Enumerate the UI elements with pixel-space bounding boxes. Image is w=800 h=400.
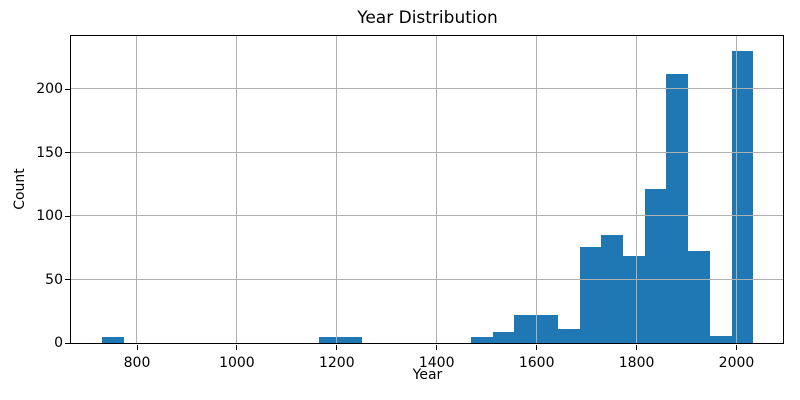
x-gridline [136,35,137,343]
x-tick-mark [436,344,438,350]
y-tick-label: 50 [45,271,63,288]
x-tick-mark [336,344,338,350]
x-tick-label: 1800 [618,355,655,371]
y-tick-label: 200 [36,81,63,98]
x-tick-mark [636,344,638,350]
y-tick-mark [64,279,70,281]
histogram-bar [731,50,753,343]
histogram-bar [709,336,732,343]
y-gridline [70,151,783,153]
x-tick-mark [736,344,737,350]
histogram-bar [601,234,624,343]
x-tick-label: 1200 [318,355,355,371]
y-tick-mark [64,342,70,344]
x-tick-label: 1000 [219,355,255,371]
histogram-bar [471,337,493,343]
histogram-bar [666,73,689,343]
x-tick-mark [136,344,138,350]
histogram-bar [623,256,645,343]
histogram-bar [688,251,710,343]
histogram-bar [514,314,537,343]
y-tick-mark [64,215,70,217]
y-tick-label: 100 [36,208,63,225]
histogram-bar [319,337,341,343]
y-tick-label: 0 [54,335,63,351]
x-tick-label: 1400 [418,355,455,371]
y-gridline [70,215,783,217]
histogram-bar [536,314,558,343]
plot-area [69,34,784,344]
x-tick-label: 800 [123,355,151,371]
x-gridline [535,35,537,343]
x-tick-mark [536,344,538,350]
x-gridline [235,35,237,343]
histogram-bar [492,332,515,343]
x-gridline [735,35,737,343]
y-tick-label: 150 [36,144,63,161]
y-gridline [70,278,783,280]
histogram-bar [557,328,580,343]
histogram-bar [644,189,667,343]
histogram-bar [340,337,363,343]
x-gridline [335,35,337,343]
histogram-bar [579,247,602,343]
histogram-bar [102,337,124,343]
x-tick-mark [236,344,238,350]
chart-title: Year Distribution [357,8,498,28]
x-axis-label: Year [412,367,443,383]
y-gridline [70,88,783,90]
x-tick-label: 1600 [518,355,555,371]
x-tick-label: 2000 [718,355,755,371]
x-gridline [635,35,637,343]
y-tick-mark [64,88,70,90]
x-gridline [435,35,437,343]
y-tick-mark [64,152,70,154]
